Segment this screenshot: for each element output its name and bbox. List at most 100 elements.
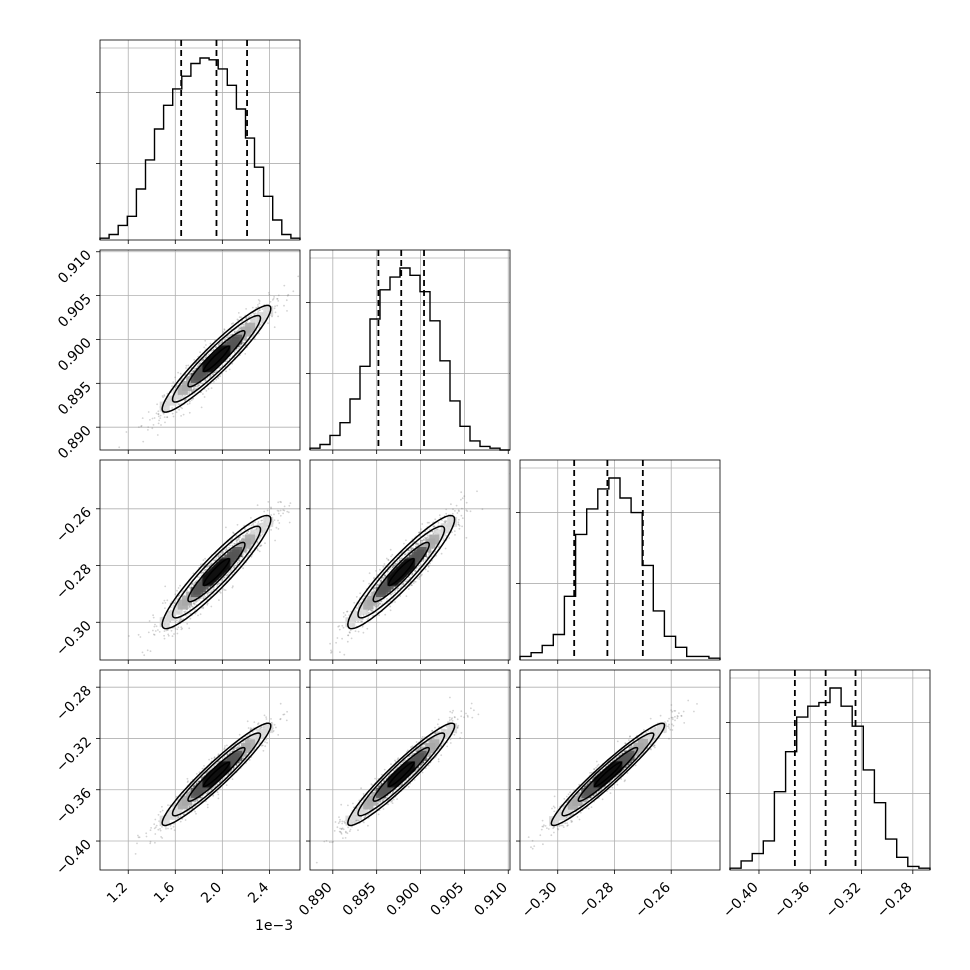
density-cell [232, 334, 243, 345]
sample-point [202, 597, 205, 600]
sample-point [220, 552, 223, 554]
sample-point [188, 627, 191, 630]
sample-point [206, 603, 209, 606]
sample-point [429, 562, 431, 565]
sample-point [174, 593, 177, 596]
sample-point [410, 584, 413, 587]
density-cell [250, 317, 261, 328]
density-cell [416, 547, 427, 557]
sample-point [219, 342, 222, 344]
sample-point [143, 654, 146, 657]
sample-point [234, 349, 237, 352]
sample-point [195, 385, 198, 388]
sample-point [173, 602, 176, 604]
sample-point [349, 631, 351, 634]
sample-point [424, 536, 426, 539]
sample-point [228, 368, 231, 371]
sample-point [339, 651, 341, 653]
sample-point [200, 572, 203, 575]
sample-point [259, 726, 262, 729]
sample-point [362, 631, 365, 634]
sample-point [386, 570, 389, 573]
sample-point [347, 634, 349, 637]
sample-point [354, 630, 357, 632]
sample-point [232, 532, 235, 535]
sample-point [178, 620, 181, 623]
sample-point [178, 617, 181, 620]
sample-point [192, 389, 195, 391]
sample-point [237, 561, 239, 564]
sample-point [249, 338, 252, 341]
sample-point [199, 362, 202, 365]
sample-point [461, 517, 464, 520]
sample-point [176, 589, 178, 592]
sample-point [355, 596, 358, 598]
sample-point [151, 427, 154, 430]
sample-point [206, 806, 209, 809]
sample-point [201, 767, 204, 770]
sample-point [283, 509, 286, 512]
sample-point [163, 394, 166, 396]
sample-point [177, 403, 180, 406]
sample-point [330, 649, 332, 652]
contour-line [357, 525, 446, 619]
sample-point [254, 521, 257, 523]
sample-point [182, 413, 185, 416]
sample-point [242, 553, 245, 555]
sample-point [427, 565, 430, 568]
sample-point [181, 627, 184, 630]
sample-point [414, 543, 417, 546]
sample-point [413, 580, 416, 583]
sample-point [158, 631, 161, 633]
sample-point [167, 634, 170, 637]
sample-point [219, 592, 222, 594]
sample-point [191, 583, 193, 586]
sample-point [268, 293, 271, 296]
sample-point [198, 576, 201, 579]
sample-point [341, 624, 344, 627]
sample-point [221, 579, 224, 581]
sample-point [257, 306, 259, 308]
sample-point [335, 641, 337, 644]
sample-point [220, 340, 223, 343]
sample-point [392, 566, 394, 568]
sample-point [206, 593, 209, 595]
sample-point [260, 544, 263, 547]
sample-point [421, 523, 424, 525]
sample-point [183, 610, 186, 613]
sample-point [349, 629, 352, 632]
sample-point [458, 518, 460, 521]
sample-point [417, 542, 420, 545]
sample-point [448, 537, 451, 539]
sample-point [421, 539, 424, 542]
sample-point [178, 594, 181, 597]
sample-point [387, 558, 390, 561]
sample-point [251, 306, 254, 309]
sample-point [441, 519, 443, 521]
sample-point [380, 579, 383, 582]
sample-point [261, 519, 264, 522]
sample-point [373, 589, 376, 592]
sample-point [460, 514, 463, 517]
sample-point [417, 565, 420, 567]
sample-point [127, 635, 130, 637]
sample-point [442, 539, 445, 541]
density-cell [351, 610, 362, 621]
sample-point [239, 536, 242, 538]
sample-point [140, 425, 143, 428]
sample-point [242, 535, 245, 537]
sample-point [147, 631, 150, 634]
sample-point [273, 513, 275, 516]
sample-point [184, 399, 186, 402]
sample-point [228, 546, 230, 549]
sample-point [256, 547, 259, 550]
sample-point [288, 521, 291, 524]
sample-point [261, 308, 264, 310]
sample-point [407, 588, 410, 590]
sample-point [207, 790, 210, 793]
sample-point [178, 403, 181, 406]
sample-point [159, 829, 162, 832]
sample-point [226, 574, 229, 577]
sample-point [238, 540, 241, 543]
density-cell [429, 534, 440, 545]
